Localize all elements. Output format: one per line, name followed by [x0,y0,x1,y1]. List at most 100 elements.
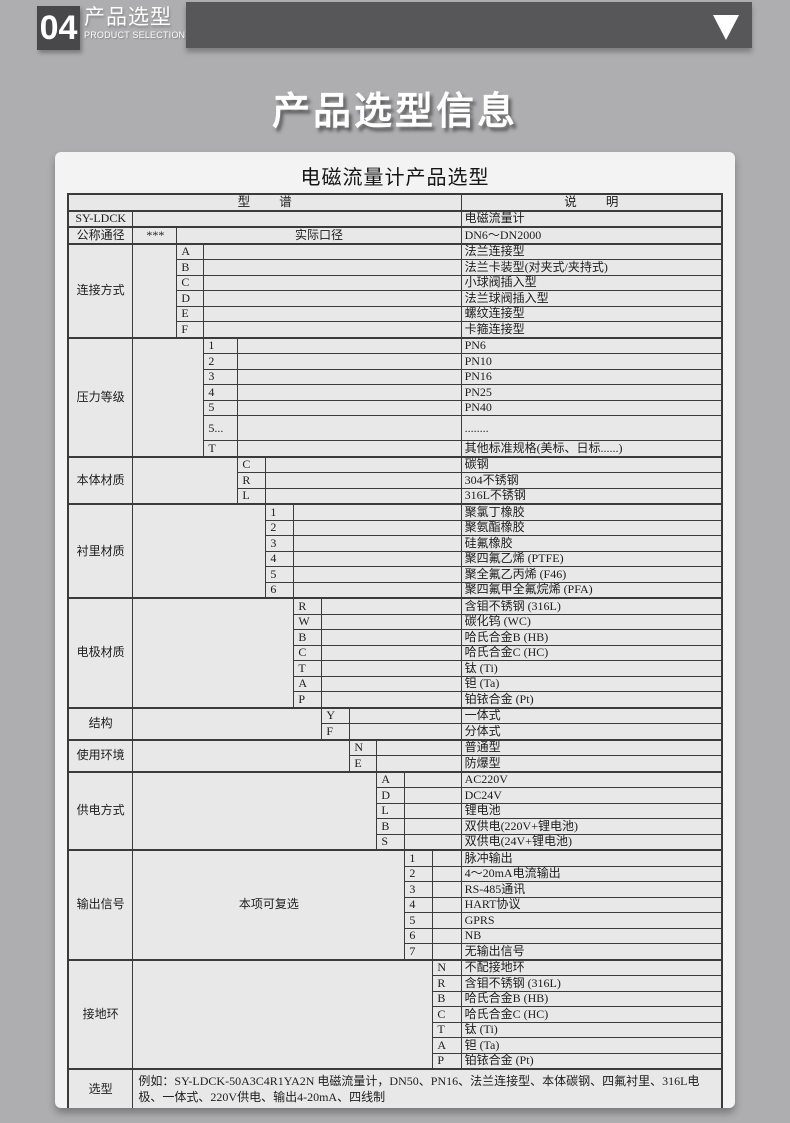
filler-cell [237,336,462,354]
desc-cell: 螺纹连接型 [460,305,723,322]
indent-cell [132,706,323,740]
code-cell: B [432,990,462,1007]
desc-cell: RS-485通讯 [460,881,723,898]
table-row: 接地环 N 不配接地环 [67,958,723,1070]
desc-cell: 法兰卡装型(对夹式/夹持式) [460,259,723,276]
header-description: 说 明 [460,193,723,211]
filler-cell [265,455,462,473]
desc-cell: 不配接地环 [460,958,723,976]
code-cell: 4 [265,550,295,567]
desc-cell: DC24V [460,787,723,804]
table-row: 4 HART协议 [68,896,723,913]
code-cell: R [237,472,267,489]
desc-cell: 一体式 [460,706,723,724]
desc-cell: 哈氏合金C (HC) [460,1006,723,1023]
filler-cell [376,755,462,772]
desc-cell: 哈氏合金C (HC) [460,644,723,661]
table-row: B 双供电(220V+锂电池) [68,818,723,835]
filler-cell [404,802,462,819]
desc-cell: 聚四氟甲全氟烷烯 (PFA) [460,581,723,599]
code-cell: A [176,242,205,260]
code-cell: 4 [203,384,239,401]
desc-cell: 法兰连接型 [460,242,723,260]
table-row: 5 PN40 [68,399,723,416]
filler-cell [237,353,462,370]
code-cell: N [349,738,378,756]
desc-cell: 316L不锈钢 [460,487,723,505]
category-cell: 结构 [67,706,134,740]
code-cell: 3 [203,368,239,385]
desc-cell: 其他标准规格(美标、日标......) [460,440,723,457]
header-model-spectrum: 型 谱 [67,193,462,211]
section-number: 04 [39,9,78,47]
table-row: C 哈氏合金C (HC) [68,644,723,661]
desc-cell: 含钼不锈钢 (316L) [460,975,723,992]
code-cell: C [293,644,323,661]
table-row: 型 谱说 明 [67,193,723,211]
table-row: 连接方式 A 法兰连接型 [67,242,723,338]
filler-cell [432,912,462,929]
filler-cell [321,629,462,646]
category-cell: 使用环境 [67,738,134,772]
table-row: B 哈氏合金B (HB) [68,990,723,1007]
desc-cell: PN16 [460,368,723,385]
code-cell: 5 [203,399,239,416]
filler-cell [321,644,462,661]
code-cell: B [293,629,323,646]
code-cell: 5 [404,912,434,929]
filler-cell [237,384,462,401]
filler-cell [432,865,462,882]
table-row: D DC24V [68,787,723,804]
indent-cell [132,597,295,708]
code-cell: Y [321,706,351,724]
indent-cell: 本项可复选 [132,849,406,960]
filler-cell [203,274,462,291]
table-row: C 小球阀插入型 [68,274,723,291]
filler-cell [432,881,462,898]
desc-cell: 钛 (Ti) [460,1021,723,1038]
desc-cell: 双供电(24V+锂电池) [460,833,723,851]
code-cell: 2 [404,865,434,882]
table-row: 3 硅氟橡胶 [68,535,723,552]
category-cell: 接地环 [67,958,134,1070]
code-cell: 7 [404,943,434,960]
table-row: 2 聚氨酯橡胶 [68,519,723,536]
table-row: 供电方式 A AC220V [67,770,723,851]
filler-cell [349,706,462,724]
filler-cell [132,209,462,228]
code-cell: 2 [203,353,239,370]
code-cell: B [176,259,205,276]
code-cell: P [293,691,323,708]
desc-cell: 法兰球阀插入型 [460,290,723,307]
table-row: T 其他标准规格(美标、日标......) [68,440,723,457]
table-row: P 铂铱合金 (Pt) [68,691,723,708]
code-cell: D [176,290,205,307]
filler-cell [321,660,462,677]
filler-cell [404,770,462,788]
table-row: 4 聚四氟乙烯 (PTFE) [68,550,723,567]
table-row: 衬里材质 1 聚氯丁橡胶 [67,503,723,599]
desc-cell: 钽 (Ta) [460,675,723,692]
table-row: B 法兰卡装型(对夹式/夹持式) [68,259,723,276]
code-cell: F [321,723,351,740]
code-cell: T [293,660,323,677]
desc-cell: GPRS [460,912,723,929]
model-code-cell: SY-LDCK [67,209,134,228]
code-cell: C [237,455,267,473]
desc-cell: 铂铱合金 (Pt) [460,691,723,708]
table-row: 压力等级 1 PN6 [67,336,723,457]
filler-cell [293,535,462,552]
desc-cell: ........ [460,415,723,441]
desc-cell: 聚全氟乙丙烯 (F46) [460,566,723,583]
code-cell: L [376,802,406,819]
filler-cell [376,738,462,756]
table-row: 使用环境 N 普通型 [67,738,723,772]
category-cell: 衬里材质 [67,503,134,599]
category-cell: 输出信号 [67,849,134,960]
code-cell: R [293,597,323,615]
table-row: P 铂铱合金 (Pt) [68,1052,723,1070]
table-row: R 含钼不锈钢 (316L) [68,975,723,992]
desc-cell: PN25 [460,384,723,401]
filler-cell [349,723,462,740]
